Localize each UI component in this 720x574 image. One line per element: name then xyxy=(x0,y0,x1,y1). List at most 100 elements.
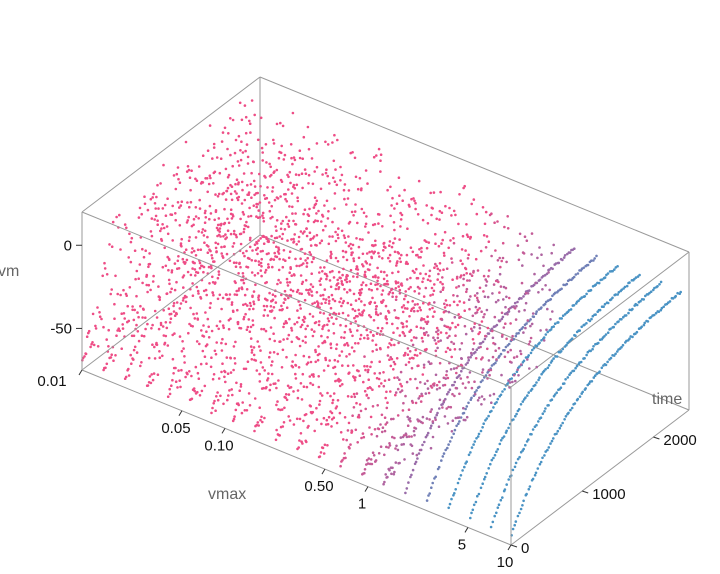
data-point xyxy=(428,274,431,278)
data-point xyxy=(292,183,296,187)
data-point xyxy=(380,293,384,296)
data-point xyxy=(603,276,607,279)
data-point xyxy=(355,237,358,240)
data-point xyxy=(451,278,454,282)
data-point xyxy=(402,304,406,307)
data-point xyxy=(253,358,256,362)
data-point xyxy=(226,398,229,402)
data-point xyxy=(540,253,543,256)
data-point xyxy=(616,265,619,268)
data-point xyxy=(456,303,459,307)
data-point xyxy=(259,185,262,188)
data-point xyxy=(274,438,278,442)
data-point xyxy=(387,446,390,449)
data-point xyxy=(352,214,355,217)
z-tick-label-0: -50 xyxy=(50,320,72,337)
data-point xyxy=(164,264,168,268)
data-point xyxy=(235,293,239,297)
data-point xyxy=(303,208,307,211)
data-point xyxy=(270,234,273,238)
data-point xyxy=(530,232,534,235)
data-point xyxy=(444,299,448,302)
data-point xyxy=(298,344,302,348)
data-point xyxy=(387,378,391,382)
data-point xyxy=(462,283,465,287)
data-point xyxy=(448,348,452,352)
data-point xyxy=(308,231,312,234)
data-point xyxy=(194,254,198,257)
data-point xyxy=(353,378,357,382)
data-point xyxy=(447,405,450,409)
data-point xyxy=(194,206,198,209)
data-point xyxy=(183,361,186,364)
data-point xyxy=(178,307,182,310)
data-point xyxy=(616,293,619,296)
data-point xyxy=(87,329,91,333)
data-point xyxy=(499,393,503,397)
data-point xyxy=(506,350,510,354)
data-point xyxy=(127,374,131,377)
data-point xyxy=(256,202,260,206)
data-point xyxy=(480,320,484,323)
data-point xyxy=(374,239,377,243)
data-point xyxy=(399,211,402,215)
data-point xyxy=(294,173,298,176)
data-point xyxy=(227,221,231,225)
data-point xyxy=(404,394,407,398)
x-tick-label-2: 0.10 xyxy=(204,437,233,454)
data-point xyxy=(253,243,257,246)
data-point xyxy=(351,151,354,154)
data-point xyxy=(408,205,411,208)
data-point xyxy=(390,343,393,347)
data-point xyxy=(412,309,416,313)
data-point xyxy=(238,101,242,105)
data-point xyxy=(640,325,643,329)
data-point xyxy=(455,366,458,370)
data-point xyxy=(172,174,176,177)
data-point xyxy=(224,233,227,236)
data-point xyxy=(560,317,563,320)
data-point xyxy=(295,321,299,324)
data-point xyxy=(429,426,432,430)
data-point xyxy=(356,315,359,318)
data-point xyxy=(291,212,294,215)
data-point xyxy=(175,280,178,284)
data-point xyxy=(121,327,125,330)
data-point xyxy=(379,347,382,351)
data-point xyxy=(345,438,349,442)
data-point xyxy=(471,314,475,318)
data-point xyxy=(385,406,389,410)
data-point xyxy=(276,400,279,403)
data-point xyxy=(326,317,330,320)
data-point xyxy=(376,279,379,283)
data-point xyxy=(249,345,253,348)
data-point xyxy=(379,284,382,288)
data-point xyxy=(282,325,285,329)
data-point xyxy=(186,372,189,376)
data-point xyxy=(357,308,361,312)
data-point xyxy=(401,322,405,326)
data-point xyxy=(515,412,518,416)
data-point xyxy=(326,217,330,220)
data-point xyxy=(528,367,531,370)
data-point xyxy=(347,235,350,238)
y-tick-0 xyxy=(510,544,518,548)
data-point xyxy=(212,293,215,297)
data-point xyxy=(609,356,613,360)
data-point xyxy=(603,302,607,306)
data-point xyxy=(541,456,544,460)
data-point xyxy=(418,448,422,452)
data-point xyxy=(411,250,415,254)
data-point xyxy=(526,358,529,361)
data-point xyxy=(321,270,324,273)
data-point xyxy=(389,390,392,393)
data-point xyxy=(275,122,279,126)
data-point xyxy=(388,468,391,472)
data-point xyxy=(398,461,401,465)
data-point xyxy=(108,243,111,246)
data-point xyxy=(639,299,642,303)
data-point xyxy=(194,365,198,369)
data-point xyxy=(429,410,432,414)
data-point xyxy=(388,442,391,445)
